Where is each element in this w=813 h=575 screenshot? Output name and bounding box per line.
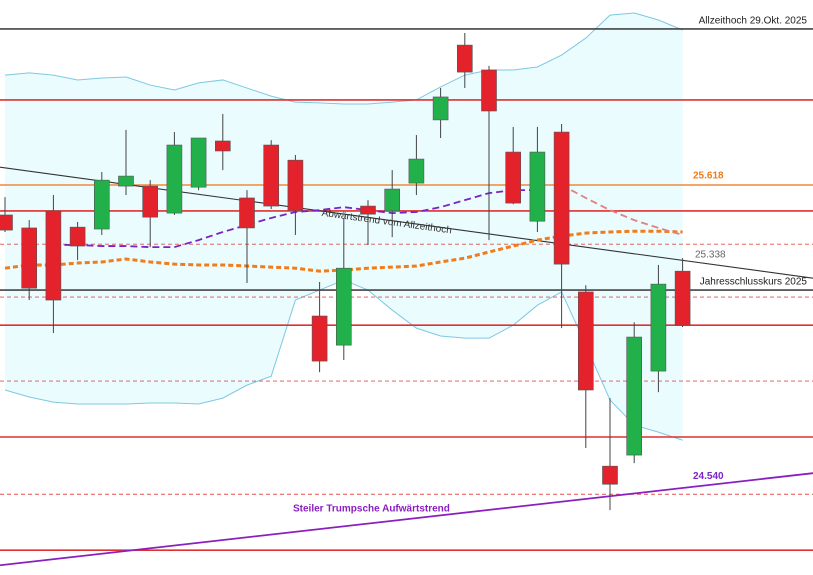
candle-body: [505, 151, 522, 204]
candle-body: [481, 69, 497, 112]
candle-body: [529, 151, 546, 222]
candle-body: [384, 188, 401, 212]
price-label: 25.618: [693, 171, 724, 182]
candle-body: [239, 197, 255, 229]
candle-body: [432, 96, 449, 121]
candle-body: [21, 227, 38, 289]
candle-body: [311, 315, 328, 362]
candle-body: [166, 144, 183, 214]
candle-body: [650, 283, 667, 372]
candle-body: [215, 140, 231, 152]
candle-body: [553, 131, 570, 265]
candle-body: [287, 159, 304, 211]
candle-body: [142, 185, 158, 218]
level-label: Jahresschlusskurs 2025: [700, 277, 808, 288]
price-label: 25.338: [695, 249, 726, 260]
moving-average: [561, 184, 683, 236]
candle-body: [360, 205, 376, 215]
candle-body: [674, 270, 691, 326]
candle-body: [408, 158, 425, 184]
candle-body: [190, 137, 207, 188]
candle-body: [456, 44, 473, 73]
band-line: [4, 12, 683, 105]
candle-body: [0, 214, 13, 231]
candle-body: [69, 226, 86, 247]
candle-body: [94, 179, 110, 230]
candle-body: [626, 336, 643, 456]
candle-body: [577, 291, 594, 391]
candle-body: [602, 465, 618, 485]
price-label: 24.540: [693, 471, 724, 482]
trendline: [0, 166, 813, 279]
candle-body: [335, 267, 352, 346]
level-label: Allzeithoch 29.Okt. 2025: [699, 16, 808, 27]
trendline: [0, 472, 813, 567]
candle-body: [118, 175, 134, 187]
candle-body: [263, 144, 280, 207]
trendline-label: Steiler Trumpsche Aufwärtstrend: [293, 504, 450, 515]
candle-body: [45, 210, 62, 301]
